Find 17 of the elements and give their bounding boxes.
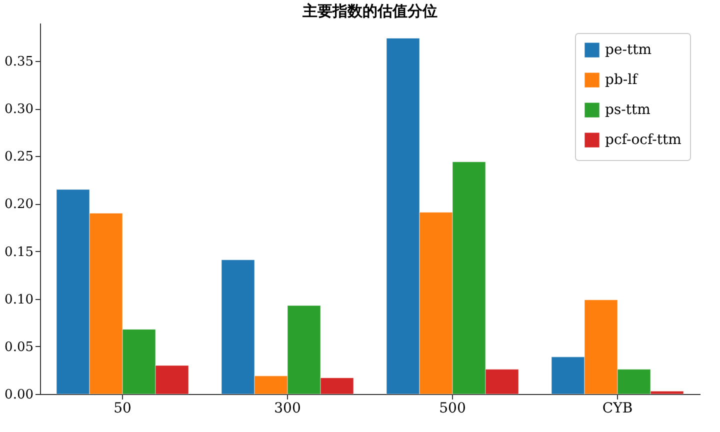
legend-label: ps-ttm bbox=[605, 102, 650, 118]
y-tick-label: 0.30 bbox=[4, 102, 34, 118]
legend-label: pb-lf bbox=[605, 72, 640, 88]
y-tick-label: 0.00 bbox=[4, 388, 34, 402]
x-tick-label: 300 bbox=[274, 400, 301, 416]
x-tick-label: CYB bbox=[602, 400, 633, 416]
y-tick-label: 0.15 bbox=[4, 244, 34, 260]
y-tick-label: 0.05 bbox=[4, 340, 34, 355]
legend-label: pcf-ocf-ttm bbox=[605, 132, 682, 148]
x-tick-label: 50 bbox=[114, 400, 132, 416]
y-tick-label: 0.25 bbox=[4, 150, 34, 165]
y-tick-label: 0.10 bbox=[4, 292, 34, 308]
legend-label: pe-ttm bbox=[605, 42, 652, 58]
chart-title: 主要指数的估值分位 bbox=[302, 2, 438, 20]
x-tick-label: 500 bbox=[439, 400, 466, 416]
y-tick-label: 0.35 bbox=[4, 54, 34, 70]
y-tick-label: 0.20 bbox=[4, 197, 34, 212]
